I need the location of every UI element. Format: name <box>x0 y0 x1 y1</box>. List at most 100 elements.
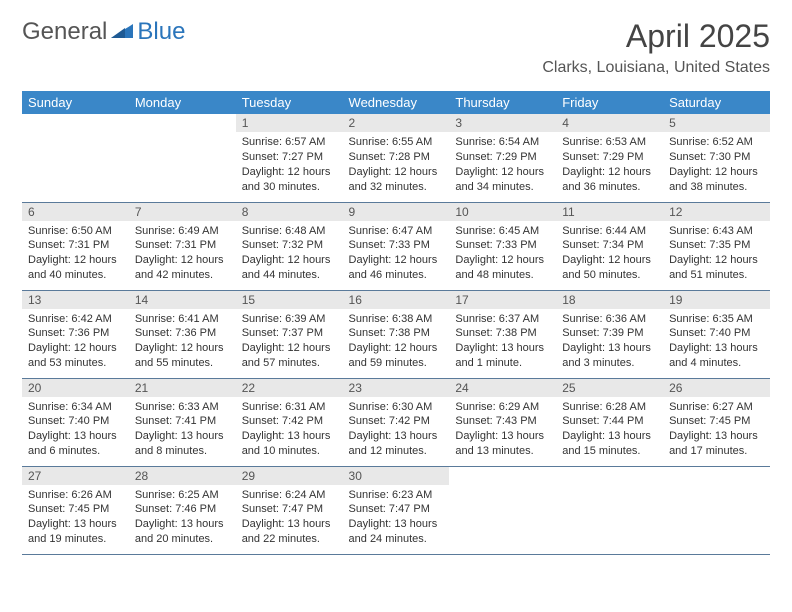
day-number: 19 <box>663 291 770 309</box>
sunset-text: Sunset: 7:36 PM <box>135 326 230 341</box>
sunrise-text: Sunrise: 6:23 AM <box>349 488 444 503</box>
day-cell: 1Sunrise: 6:57 AMSunset: 7:27 PMDaylight… <box>236 114 343 202</box>
calendar-week-row: 6 Sunrise: 6:50 AMSunset: 7:31 PM Daylight… <box>22 202 770 290</box>
day-content: Sunrise: 6:38 AMSunset: 7:38 PMDaylight:… <box>343 309 450 377</box>
sunset-text: Sunset: 7:33 PM <box>349 238 444 253</box>
day-content: Sunrise: 6:30 AMSunset: 7:42 PMDaylight:… <box>343 397 450 465</box>
day-content: Sunrise: 6:54 AMSunset: 7:29 PMDaylight:… <box>449 132 556 200</box>
day-number: 16 <box>343 291 450 309</box>
day-content: Sunrise: 6:52 AMSunset: 7:30 PMDaylight:… <box>663 132 770 200</box>
day-content: Sunrise: 6:35 AMSunset: 7:40 PMDaylight:… <box>663 309 770 377</box>
day-cell: 27Sunrise: 6:26 AMSunset: 7:45 PMDayligh… <box>22 466 129 554</box>
daylight-text: Daylight: 13 hours and 17 minutes. <box>669 429 764 459</box>
empty-day-cell <box>556 466 663 554</box>
logo-text-1: General <box>22 18 107 46</box>
month-title: April 2025 <box>542 18 770 55</box>
daylight-text: Daylight: 13 hours and 22 minutes. <box>242 517 337 547</box>
day-content: Sunrise: 6:29 AMSunset: 7:43 PMDaylight:… <box>449 397 556 465</box>
sunrise-text: Sunrise: 6:55 AM <box>349 135 444 150</box>
day-number: 12 <box>663 203 770 221</box>
sunset-text: Sunset: 7:45 PM <box>669 414 764 429</box>
calendar-body: 1Sunrise: 6:57 AMSunset: 7:27 PMDaylight… <box>22 114 770 554</box>
day-cell: 11Sunrise: 6:44 AMSunset: 7:34 PMDayligh… <box>556 202 663 290</box>
day-number: 30 <box>343 467 450 485</box>
day-number: 15 <box>236 291 343 309</box>
weekday-header: Wednesday <box>343 91 450 114</box>
daylight-text: Daylight: 13 hours and 4 minutes. <box>669 341 764 371</box>
day-content: Sunrise: 6:57 AMSunset: 7:27 PMDaylight:… <box>236 132 343 200</box>
day-number: 10 <box>449 203 556 221</box>
sunset-text: Sunset: 7:40 PM <box>669 326 764 341</box>
sunset-text: Sunset: 7:29 PM <box>455 150 550 165</box>
sunrise-text: Sunrise: 6:50 AM <box>28 224 123 239</box>
day-number: 1 <box>236 114 343 132</box>
sunset-text: Sunset: 7:37 PM <box>242 326 337 341</box>
weekday-header: Friday <box>556 91 663 114</box>
weekday-header: Thursday <box>449 91 556 114</box>
day-number: 18 <box>556 291 663 309</box>
daylight-text: Daylight: 13 hours and 15 minutes. <box>562 429 657 459</box>
empty-day-cell <box>449 466 556 554</box>
daylight-text: Daylight: 12 hours and 53 minutes. <box>28 341 123 371</box>
sunrise-text: Sunrise: 6:43 AM <box>669 224 764 239</box>
day-number: 11 <box>556 203 663 221</box>
day-content: Sunrise: 6:55 AMSunset: 7:28 PMDaylight:… <box>343 132 450 200</box>
sunset-text: Sunset: 7:38 PM <box>349 326 444 341</box>
sunset-text: Sunset: 7:30 PM <box>669 150 764 165</box>
day-content: Sunrise: 6:44 AMSunset: 7:34 PMDaylight:… <box>556 221 663 289</box>
sunset-text: Sunset: 7:29 PM <box>562 150 657 165</box>
daylight-text: Daylight: 13 hours and 6 minutes. <box>28 429 123 459</box>
day-cell: 30Sunrise: 6:23 AMSunset: 7:47 PMDayligh… <box>343 466 450 554</box>
sunset-text: Sunset: 7:39 PM <box>562 326 657 341</box>
day-number: 25 <box>556 379 663 397</box>
day-content: Sunrise: 6:42 AMSunset: 7:36 PMDaylight:… <box>22 309 129 377</box>
sunrise-text: Sunrise: 6:33 AM <box>135 400 230 415</box>
day-cell: 24Sunrise: 6:29 AMSunset: 7:43 PMDayligh… <box>449 378 556 466</box>
calendar-week-row: 13Sunrise: 6:42 AMSunset: 7:36 PMDayligh… <box>22 290 770 378</box>
day-number: 20 <box>22 379 129 397</box>
sunrise-text: Sunrise: 6:44 AM <box>562 224 657 239</box>
sunset-text: Sunset: 7:31 PM <box>28 238 123 253</box>
daylight-text: Daylight: 12 hours and 48 minutes. <box>455 253 550 283</box>
weekday-header-row: Sunday Monday Tuesday Wednesday Thursday… <box>22 91 770 114</box>
day-cell: 7Sunrise: 6:49 AMSunset: 7:31 PMDaylight… <box>129 202 236 290</box>
day-number: 21 <box>129 379 236 397</box>
sunrise-text: Sunrise: 6:31 AM <box>242 400 337 415</box>
day-number: 3 <box>449 114 556 132</box>
sunrise-text: Sunrise: 6:30 AM <box>349 400 444 415</box>
sunrise-text: Sunrise: 6:52 AM <box>669 135 764 150</box>
day-cell: 14Sunrise: 6:41 AMSunset: 7:36 PMDayligh… <box>129 290 236 378</box>
sunrise-text: Sunrise: 6:26 AM <box>28 488 123 503</box>
day-content: Sunrise: 6:53 AMSunset: 7:29 PMDaylight:… <box>556 132 663 200</box>
day-content: Sunrise: 6:25 AMSunset: 7:46 PMDaylight:… <box>129 485 236 553</box>
weekday-header: Tuesday <box>236 91 343 114</box>
day-content: Sunrise: 6:39 AMSunset: 7:37 PMDaylight:… <box>236 309 343 377</box>
day-cell: 8Sunrise: 6:48 AMSunset: 7:32 PMDaylight… <box>236 202 343 290</box>
sunrise-text: Sunrise: 6:57 AM <box>242 135 337 150</box>
day-cell: 19Sunrise: 6:35 AMSunset: 7:40 PMDayligh… <box>663 290 770 378</box>
day-cell: 5Sunrise: 6:52 AMSunset: 7:30 PMDaylight… <box>663 114 770 202</box>
daylight-text: Daylight: 13 hours and 8 minutes. <box>135 429 230 459</box>
day-content: Sunrise: 6:41 AMSunset: 7:36 PMDaylight:… <box>129 309 236 377</box>
day-number: 2 <box>343 114 450 132</box>
daylight-text: Daylight: 13 hours and 12 minutes. <box>349 429 444 459</box>
sunset-text: Sunset: 7:47 PM <box>242 502 337 517</box>
empty-day-cell <box>663 466 770 554</box>
daylight-text: Daylight: 13 hours and 24 minutes. <box>349 517 444 547</box>
weekday-header: Monday <box>129 91 236 114</box>
day-number: 5 <box>663 114 770 132</box>
calendar-week-row: 1Sunrise: 6:57 AMSunset: 7:27 PMDaylight… <box>22 114 770 202</box>
title-block: April 2025 Clarks, Louisiana, United Sta… <box>542 18 770 77</box>
sunset-text: Sunset: 7:45 PM <box>28 502 123 517</box>
day-number: 6 <box>22 203 129 221</box>
sunset-text: Sunset: 7:34 PM <box>562 238 657 253</box>
logo: General Blue <box>22 18 185 46</box>
day-cell: 13Sunrise: 6:42 AMSunset: 7:36 PMDayligh… <box>22 290 129 378</box>
sunrise-text: Sunrise: 6:28 AM <box>562 400 657 415</box>
sunrise-text: Sunrise: 6:25 AM <box>135 488 230 503</box>
daylight-text: Daylight: 12 hours and 59 minutes. <box>349 341 444 371</box>
sunrise-text: Sunrise: 6:45 AM <box>455 224 550 239</box>
day-cell: 29Sunrise: 6:24 AMSunset: 7:47 PMDayligh… <box>236 466 343 554</box>
day-cell: 26Sunrise: 6:27 AMSunset: 7:45 PMDayligh… <box>663 378 770 466</box>
day-cell: 2Sunrise: 6:55 AMSunset: 7:28 PMDaylight… <box>343 114 450 202</box>
